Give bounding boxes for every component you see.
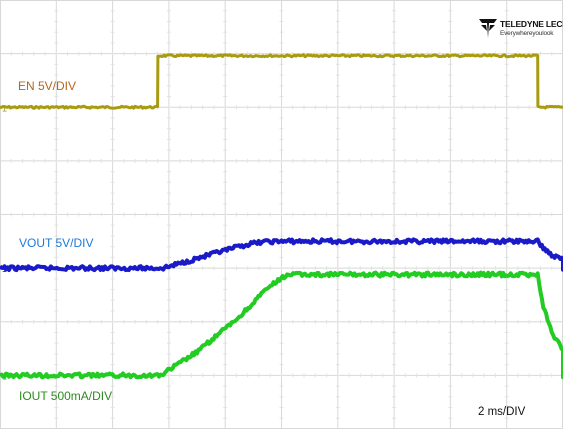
ground-marker-vout: 1 bbox=[2, 264, 7, 274]
trace-iout bbox=[0, 270, 563, 380]
traces bbox=[0, 53, 563, 380]
lecroy-emblem-icon bbox=[479, 19, 497, 38]
trace-vout bbox=[0, 237, 563, 273]
iout-channel-label: IOUT 500mA/DIV bbox=[19, 389, 113, 403]
logo-brand-text: TELEDYNE LECROY bbox=[500, 19, 563, 29]
vout-channel-label: VOUT 5V/DIV bbox=[19, 236, 94, 250]
en-channel-label: EN 5V/DIV bbox=[18, 79, 77, 93]
ground-marker-iout: 1 bbox=[2, 371, 7, 381]
channel-ground-markers: 1 1 1 bbox=[2, 103, 7, 381]
logo-tagline: Everywhereyoulook bbox=[500, 30, 554, 37]
ground-marker-en: 1 bbox=[2, 103, 7, 113]
timebase-label: 2 ms/DIV bbox=[478, 406, 526, 418]
teledyne-lecroy-logo: TELEDYNE LECROY Everywhereyoulook bbox=[478, 17, 563, 43]
trace-en bbox=[0, 53, 563, 110]
